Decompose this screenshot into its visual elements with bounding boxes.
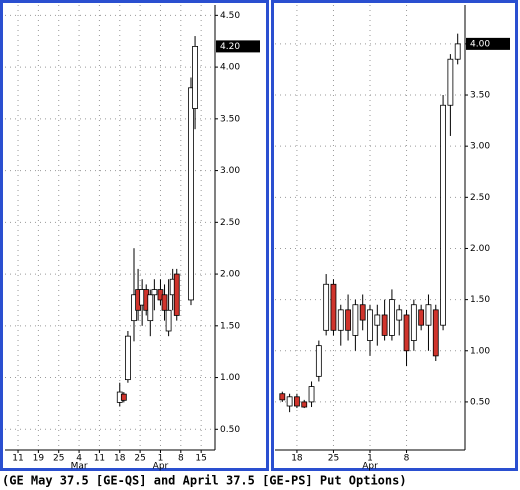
candle-body <box>147 294 154 322</box>
y-tick-label: 1.00 <box>220 373 240 383</box>
candle-body <box>352 304 359 336</box>
candle-body <box>337 309 344 331</box>
y-tick-label: 2.50 <box>220 218 240 228</box>
y-tick-label: 2.50 <box>470 193 490 203</box>
x-tick-label: 11 <box>94 454 105 464</box>
candle-body <box>425 304 432 326</box>
last-price-label: 4.20 <box>220 42 240 52</box>
y-tick-label: 0.50 <box>220 425 240 435</box>
caption: (GE May 37.5 [GE-QS] and April 37.5 [GE-… <box>2 474 407 488</box>
x-tick-label: 18 <box>114 454 126 464</box>
y-tick-label: 3.00 <box>220 166 240 176</box>
candle-body <box>403 314 410 352</box>
x-tick-label: 11 <box>12 454 23 464</box>
candle-body <box>418 309 425 326</box>
candle-body <box>389 299 395 336</box>
candle-body <box>447 58 454 106</box>
candle-body <box>161 294 168 311</box>
candle-body <box>173 273 180 316</box>
candle-body <box>308 386 315 403</box>
x-tick-label: 8 <box>178 454 184 464</box>
candle-body <box>301 401 308 408</box>
x-tick-label: 19 <box>33 454 45 464</box>
candle-body <box>432 309 439 357</box>
y-tick-label: 3.00 <box>470 142 490 152</box>
candle-body <box>315 345 322 377</box>
candle-body <box>410 304 417 341</box>
x-tick-label: 25 <box>134 454 145 464</box>
y-tick-label: 4.00 <box>220 63 240 73</box>
candle-body <box>323 283 330 331</box>
y-tick-label: 1.50 <box>220 321 240 331</box>
candle-body <box>120 393 127 401</box>
candle-body <box>188 87 194 301</box>
candle-body <box>192 45 198 109</box>
candle-body <box>396 309 403 321</box>
y-tick-label: 3.50 <box>470 91 490 101</box>
y-tick-label: 1.00 <box>470 346 490 356</box>
x-tick-label: 1 <box>158 454 164 464</box>
candle-body <box>286 396 293 407</box>
y-tick-label: 2.00 <box>220 270 240 280</box>
y-tick-label: 1.50 <box>470 295 490 305</box>
x-tick-label: 18 <box>291 454 303 464</box>
x-tick-label: 8 <box>404 454 410 464</box>
candle-body <box>279 393 286 401</box>
last-price-box <box>466 37 510 50</box>
x-tick-label: 25 <box>328 454 339 464</box>
candle-body <box>125 335 131 381</box>
panel-frame <box>0 0 269 471</box>
x-tick-label: 25 <box>53 454 64 464</box>
x-tick-label: 4 <box>76 454 82 464</box>
last-price-box <box>216 40 260 53</box>
candle-body <box>294 396 300 407</box>
x-tick-label: 1 <box>367 454 373 464</box>
candle-body <box>381 314 388 336</box>
month-label: Apr <box>362 462 378 472</box>
month-label: Mar <box>71 462 88 472</box>
candle-body <box>359 304 366 321</box>
candle-body <box>165 309 172 332</box>
panel-frame <box>271 0 518 471</box>
candle-body <box>151 289 158 296</box>
candle-body <box>330 283 337 331</box>
month-label: Apr <box>153 462 169 472</box>
y-tick-label: 3.50 <box>220 114 240 124</box>
last-price-label: 4.00 <box>470 39 490 49</box>
y-tick-label: 4.50 <box>220 11 240 21</box>
candle-body <box>367 309 373 341</box>
candle-body <box>374 314 381 326</box>
candle-body <box>345 309 351 331</box>
y-tick-label: 2.00 <box>470 244 490 254</box>
candle-body <box>440 104 446 326</box>
x-tick-label: 15 <box>195 454 206 464</box>
y-tick-label: 0.50 <box>470 397 490 407</box>
candle-body <box>454 43 461 60</box>
